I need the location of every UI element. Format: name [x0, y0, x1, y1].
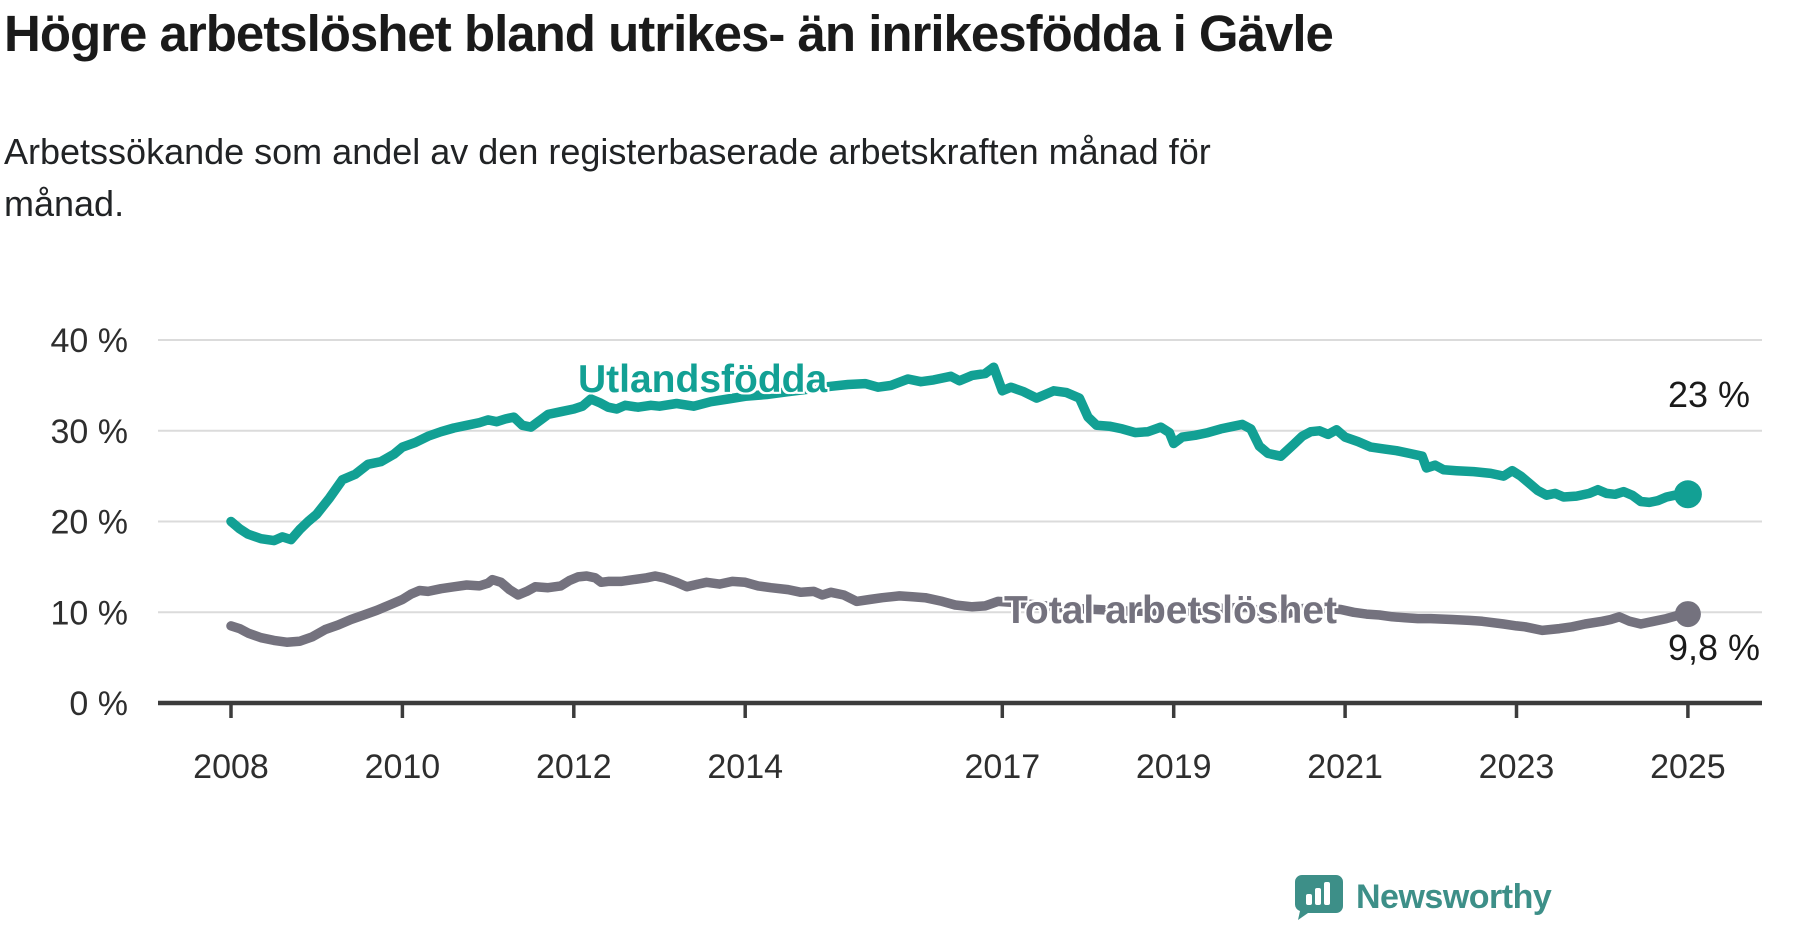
y-axis-label-10: 10 %: [51, 594, 129, 632]
series-label-total-arbetsloshet: Total arbetslöshet: [1004, 589, 1338, 632]
series-line-utlandsfodda: [226, 362, 1693, 546]
y-axis-label-40: 40 %: [51, 322, 129, 360]
y-axis-label-30: 30 %: [51, 413, 129, 451]
newsworthy-logo-text: Newsworthy: [1356, 877, 1552, 916]
y-axis-label-20: 20 %: [51, 504, 129, 542]
series-line-total: [226, 571, 1693, 647]
end-value-label-utlandsfodda: 23 %: [1667, 374, 1750, 415]
x-axis-label-2017: 2017: [964, 748, 1040, 786]
bar-2: [1315, 888, 1321, 905]
newsworthy-logo-icon: [1294, 875, 1343, 920]
x-axis-label-2023: 2023: [1479, 748, 1555, 786]
chart-subtitle: Arbetssökande som andel av den registerb…: [4, 126, 1604, 230]
subtitle-line-1: Arbetssökande som andel av den registerb…: [4, 131, 1211, 172]
x-axis-label-2010: 2010: [365, 748, 441, 786]
x-axis-label-2019: 2019: [1136, 748, 1212, 786]
x-axis-label-2012: 2012: [536, 748, 612, 786]
series-end-dot-utlandsfodda: [1673, 480, 1702, 509]
page-title: Högre arbetslöshet bland utrikes- än inr…: [4, 5, 1334, 62]
series-label-utlandsfodda: Utlandsfödda: [578, 358, 828, 401]
x-axis-label-2021: 2021: [1307, 748, 1383, 786]
end-value-label-total: 9,8 %: [1667, 627, 1760, 668]
series-end-dot-total: [1674, 601, 1701, 628]
bar-1: [1306, 894, 1312, 905]
x-axis-label-2025: 2025: [1650, 748, 1726, 786]
x-axis-label-2014: 2014: [707, 748, 783, 786]
newsworthy-logo: Newsworthy: [1294, 874, 1552, 920]
bar-3: [1324, 882, 1330, 905]
x-axis-label-2008: 2008: [193, 748, 269, 786]
y-axis-label-0: 0 %: [69, 685, 128, 723]
subtitle-line-2: månad.: [4, 183, 125, 224]
